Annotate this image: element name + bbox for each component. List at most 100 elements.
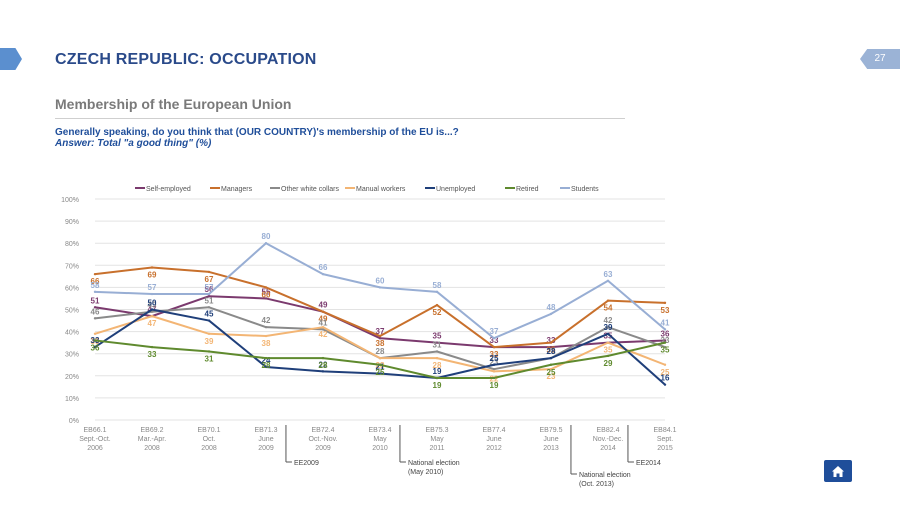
- y-tick-label: 100%: [61, 197, 79, 204]
- x-tick-label: June: [258, 436, 273, 443]
- data-label: 36: [91, 343, 100, 352]
- data-point: [435, 303, 439, 307]
- data-label: 41: [661, 318, 670, 327]
- data-point: [321, 370, 325, 373]
- data-point: [378, 356, 382, 360]
- data-point: [207, 295, 211, 298]
- data-label: 51: [205, 296, 214, 305]
- x-tick-label: EB66.1: [84, 427, 107, 434]
- data-label: 37: [490, 327, 499, 336]
- y-tick-label: 90%: [65, 219, 79, 226]
- data-point: [93, 317, 97, 320]
- data-label: 63: [604, 270, 613, 279]
- x-tick-label: EB72.4: [312, 427, 335, 434]
- data-label: 56: [205, 285, 214, 294]
- left-tab-icon[interactable]: [0, 48, 22, 70]
- data-point: [150, 314, 154, 318]
- x-tick-label: 2008: [201, 445, 217, 452]
- data-label: 33: [490, 336, 499, 345]
- data-point: [93, 339, 97, 342]
- data-point: [93, 345, 97, 349]
- subtitle-divider: [55, 118, 625, 119]
- data-point: [93, 306, 97, 309]
- data-point: [150, 292, 154, 296]
- data-point: [549, 367, 553, 371]
- data-label: 28: [547, 347, 556, 356]
- data-label: 47: [148, 319, 157, 328]
- data-label: 49: [319, 315, 328, 324]
- survey-answer: Answer: Total "a good thing" (%): [55, 138, 212, 149]
- data-point: [150, 266, 154, 269]
- page-number: 27: [860, 49, 900, 69]
- data-point: [321, 325, 325, 329]
- x-tick-label: May: [373, 436, 387, 443]
- data-point: [606, 332, 610, 336]
- data-point: [606, 299, 610, 302]
- x-tick-label: EB73.4: [369, 427, 392, 434]
- data-point: [492, 337, 496, 340]
- data-point: [663, 345, 667, 349]
- y-tick-label: 70%: [65, 263, 79, 270]
- home-button[interactable]: [824, 460, 852, 482]
- y-tick-label: 40%: [65, 330, 79, 337]
- legend-label: Retired: [516, 186, 539, 193]
- y-tick-label: 20%: [65, 374, 79, 381]
- data-point: [378, 372, 382, 375]
- data-point: [93, 272, 97, 276]
- data-label: 28: [547, 347, 556, 356]
- data-label: 42: [319, 330, 328, 339]
- data-label: 33: [547, 336, 556, 345]
- x-tick-label: 2012: [486, 445, 502, 452]
- data-point: [435, 350, 439, 353]
- data-point: [264, 242, 268, 245]
- data-point: [549, 345, 553, 349]
- data-label: 80: [262, 232, 271, 241]
- data-label: 31: [433, 340, 442, 349]
- x-tick-label: Sept.: [657, 436, 673, 443]
- annotation-label: EE2014: [636, 460, 661, 467]
- x-tick-label: 2006: [87, 445, 103, 452]
- data-label: 28: [262, 361, 271, 370]
- data-label: 33: [661, 336, 670, 345]
- x-tick-label: EB75.3: [426, 427, 449, 434]
- data-point: [663, 363, 667, 366]
- x-tick-label: Oct.: [203, 436, 216, 443]
- data-point: [606, 325, 610, 329]
- data-label: 49: [148, 301, 157, 310]
- data-point: [549, 341, 553, 344]
- data-label: 33: [490, 350, 499, 359]
- data-point: [321, 272, 325, 276]
- data-label: 38: [376, 339, 385, 348]
- data-label: 41: [319, 318, 328, 327]
- data-point: [207, 270, 211, 274]
- data-label: 57: [205, 283, 214, 292]
- data-point: [264, 334, 268, 338]
- data-point: [321, 356, 325, 360]
- x-tick-label: 2010: [372, 445, 388, 452]
- data-point: [549, 312, 553, 316]
- x-tick-label: June: [543, 436, 558, 443]
- section-subtitle: Membership of the European Union: [55, 96, 292, 112]
- home-icon: [832, 465, 844, 477]
- data-point: [492, 345, 496, 349]
- annotation-label: (Oct. 2013): [579, 481, 614, 488]
- data-label: 42: [262, 316, 271, 325]
- legend-label: Students: [571, 186, 599, 193]
- x-tick-label: 2014: [600, 445, 616, 452]
- data-label: 31: [205, 354, 214, 363]
- data-label: 51: [91, 296, 100, 305]
- data-point: [549, 356, 553, 360]
- data-label: 35: [547, 346, 556, 355]
- data-point: [606, 279, 610, 282]
- data-label: 19: [490, 381, 499, 390]
- data-label: 57: [148, 283, 157, 292]
- data-point: [264, 325, 268, 329]
- data-point: [435, 376, 439, 380]
- data-point: [663, 339, 667, 342]
- y-tick-label: 10%: [65, 396, 79, 403]
- annotation-label: EE2009: [294, 460, 319, 467]
- data-label: 39: [205, 337, 214, 346]
- annotation-label: (May 2010): [408, 469, 443, 476]
- data-label: 42: [604, 316, 613, 325]
- x-tick-label: Sept.-Oct.: [79, 436, 111, 443]
